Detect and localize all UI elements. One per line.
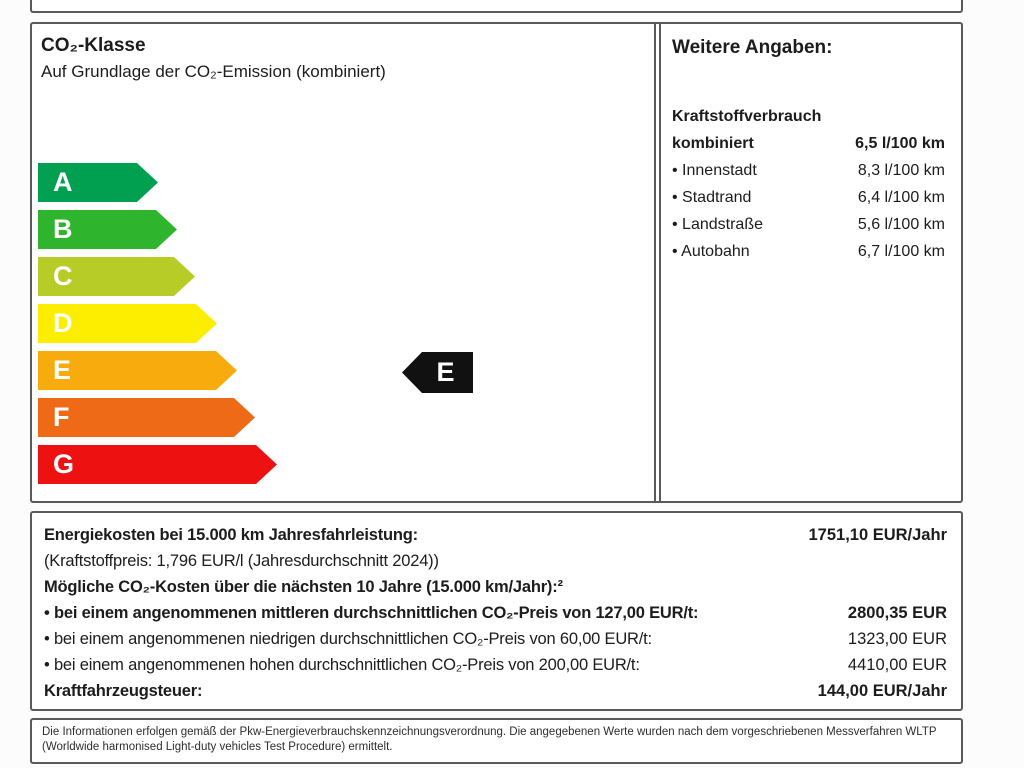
co2-class-scale: A B C D E F G <box>38 163 277 492</box>
fuel-row-innenstadt: • Innenstadt 8,3 l/100 km <box>672 157 945 184</box>
fuel-row-kombiniert: kombiniert 6,5 l/100 km <box>672 130 945 157</box>
cost-row-kfz-steuer: Kraftfahrzeugsteuer: 144,00 EUR/Jahr <box>44 678 947 704</box>
vehicle-class-marker: E <box>402 352 473 393</box>
cost-row-energiekosten: Energiekosten bei 15.000 km Jahresfahrle… <box>44 522 947 548</box>
details-title: Weitere Angaben: <box>672 37 833 58</box>
fuel-label: • Autobahn <box>672 243 750 260</box>
class-arrow-e: E <box>38 351 237 390</box>
fuel-value: 6,7 l/100 km <box>857 243 945 260</box>
main-box: CO₂-Klasse Auf Grundlage der CO₂-Emissio… <box>30 22 963 503</box>
fuel-row-landstrasse: • Landstraße 5,6 l/100 km <box>672 211 945 238</box>
fuel-value: 6,5 l/100 km <box>855 135 945 152</box>
class-arrow-a: A <box>38 163 158 202</box>
legal-footer-text: Die Informationen erfolgen gemäß der Pkw… <box>42 726 937 753</box>
class-arrow-c: C <box>38 257 195 296</box>
fuel-value: 5,6 l/100 km <box>857 216 945 233</box>
legal-footer-box: Die Informationen erfolgen gemäß der Pkw… <box>30 718 963 764</box>
fuel-label: • Innenstadt <box>672 162 757 179</box>
cost-row-mittlerer-preis: • bei einem angenommenen mittleren durch… <box>44 600 947 626</box>
class-arrow-b: B <box>38 210 177 249</box>
cost-label: Mögliche CO₂-Kosten über die nächsten 10… <box>44 578 563 596</box>
fuel-consumption-heading: Kraftstoffverbrauch <box>672 108 822 125</box>
class-arrow-f: F <box>38 398 255 437</box>
fuel-label: kombiniert <box>672 135 754 152</box>
cost-value: 4410,00 EUR <box>847 656 947 674</box>
cost-label: • bei einem angenommenen mittleren durch… <box>44 604 699 622</box>
cost-label: Kraftfahrzeugsteuer: <box>44 682 203 700</box>
cost-row-niedriger-preis: • bei einem angenommenen niedrigen durch… <box>44 626 947 652</box>
fuel-label: • Landstraße <box>672 216 763 233</box>
fuel-value: 8,3 l/100 km <box>857 162 945 179</box>
cost-label: Energiekosten bei 15.000 km Jahresfahrle… <box>44 526 418 544</box>
cost-label: • bei einem angenommenen niedrigen durch… <box>44 630 652 648</box>
cost-row-kraftstoffpreis: (Kraftstoffpreis: 1,796 EUR/l (Jahresdur… <box>44 548 947 574</box>
class-arrow-g: G <box>38 445 277 484</box>
cost-row-co2-kosten-heading: Mögliche CO₂-Kosten über die nächsten 10… <box>44 574 947 600</box>
cost-value: 1751,10 EUR/Jahr <box>808 526 947 544</box>
fuel-row-autobahn: • Autobahn 6,7 l/100 km <box>672 238 945 265</box>
fuel-value: 6,4 l/100 km <box>857 189 945 206</box>
energy-costs-box: Energiekosten bei 15.000 km Jahresfahrle… <box>30 511 963 711</box>
cost-value: 1323,00 EUR <box>847 630 947 648</box>
cost-label: (Kraftstoffpreis: 1,796 EUR/l (Jahresdur… <box>44 552 439 570</box>
cutoff-box-top <box>30 0 963 13</box>
cost-value: 2800,35 EUR <box>847 604 947 622</box>
cost-label: • bei einem angenommenen hohen durchschn… <box>44 656 640 674</box>
fuel-row-stadtrand: • Stadtrand 6,4 l/100 km <box>672 184 945 211</box>
class-arrow-d: D <box>38 304 217 343</box>
co2-class-panel: CO₂-Klasse Auf Grundlage der CO₂-Emissio… <box>32 24 656 501</box>
fuel-label: • Stadtrand <box>672 189 752 206</box>
co2-class-title: CO₂-Klasse <box>41 35 146 56</box>
cost-value: 144,00 EUR/Jahr <box>817 682 947 700</box>
co2-class-subtitle: Auf Grundlage der CO₂-Emission (kombinie… <box>41 62 386 81</box>
details-panel: Weitere Angaben: Kraftstoffverbrauch kom… <box>659 24 961 501</box>
cost-row-hoher-preis: • bei einem angenommenen hohen durchschn… <box>44 652 947 678</box>
